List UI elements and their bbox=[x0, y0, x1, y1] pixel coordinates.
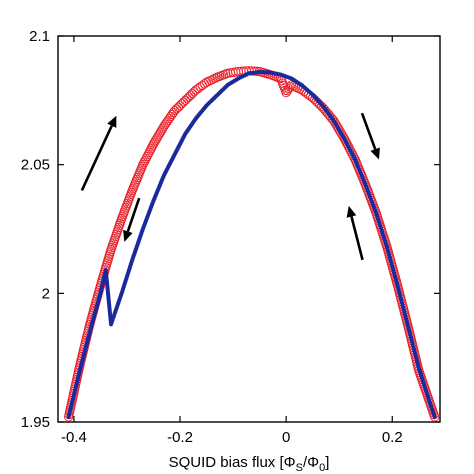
x-tick-label: -0.4 bbox=[61, 429, 87, 446]
data-point bbox=[210, 73, 220, 83]
arrow-head bbox=[346, 205, 357, 218]
data-point bbox=[185, 90, 196, 100]
arrow-head bbox=[370, 147, 380, 160]
arrow-head bbox=[123, 229, 133, 242]
arrow-up-right bbox=[80, 115, 117, 191]
series-layer bbox=[63, 66, 440, 422]
data-point bbox=[206, 75, 216, 85]
x-axis-label-mid: /Φ bbox=[303, 454, 319, 471]
x-tick-label: -0.2 bbox=[167, 429, 193, 446]
x-axis-label-main: SQUID bias flux [Φ bbox=[169, 454, 296, 471]
y-tick-label: 2.05 bbox=[21, 157, 50, 174]
data-point bbox=[170, 105, 180, 116]
data-point bbox=[204, 76, 214, 86]
data-point bbox=[182, 93, 192, 104]
y-tick-label: 2 bbox=[42, 285, 50, 302]
arrow-shaft bbox=[126, 197, 141, 232]
series-blue-dots bbox=[66, 69, 437, 419]
y-tick-label: 1.95 bbox=[21, 414, 50, 431]
data-point bbox=[171, 104, 182, 114]
data-point bbox=[208, 74, 218, 84]
arrow-shaft bbox=[80, 125, 113, 191]
data-point bbox=[173, 102, 183, 112]
y-tick-label: 2.1 bbox=[29, 28, 50, 45]
arrow-shaft bbox=[360, 112, 377, 150]
annotation-layer bbox=[80, 112, 380, 261]
data-point bbox=[184, 92, 194, 102]
arrow-down-right bbox=[360, 112, 380, 160]
x-axis-label-end: ] bbox=[325, 454, 329, 471]
data-point bbox=[180, 95, 190, 105]
data-point bbox=[285, 82, 295, 92]
data-point bbox=[201, 77, 212, 87]
data-point bbox=[177, 99, 187, 109]
arrow-head bbox=[107, 115, 117, 128]
data-point bbox=[187, 88, 198, 99]
x-tick-label: 0.2 bbox=[382, 429, 403, 446]
data-point bbox=[432, 414, 437, 419]
arrow-shaft bbox=[350, 216, 364, 261]
data-point bbox=[175, 100, 185, 111]
x-axis-label-sub2: 0 bbox=[319, 462, 325, 474]
data-point bbox=[168, 107, 179, 118]
tick-layer: -0.4 -0.2 0 0.2 1.95 2 2.05 2.1 bbox=[21, 28, 440, 446]
arrow-down-left bbox=[123, 197, 141, 242]
data-point bbox=[178, 97, 189, 107]
arrow-up-left bbox=[346, 205, 364, 261]
x-axis-label-sub1: S bbox=[296, 462, 303, 474]
x-tick-label: 0 bbox=[282, 429, 290, 446]
x-axis-label: SQUID bias flux [ΦS/Φ0] bbox=[169, 454, 330, 474]
